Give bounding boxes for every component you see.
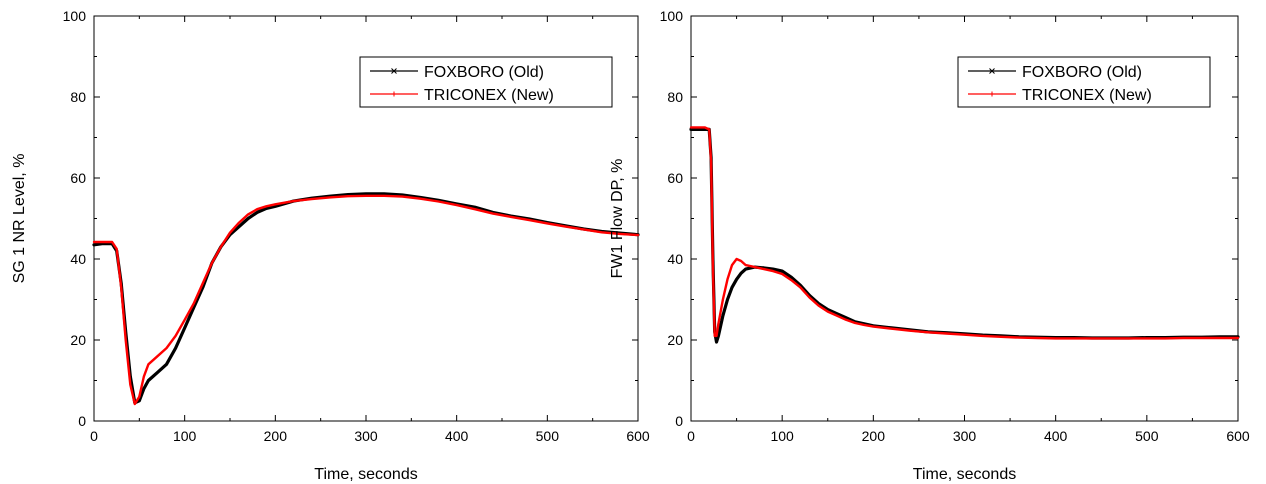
x-tick-label: 600 — [1226, 428, 1250, 444]
y-tick-label: 40 — [667, 251, 683, 267]
x-tick-label: 0 — [687, 428, 695, 444]
series-line-2 — [92, 194, 640, 406]
chart-2: 0 100 200 300 400 500 600 0 20 40 60 80 100 Time, sec… — [609, 8, 1250, 483]
legend: FOXBORO (Old) TRICONEX (New) — [359, 56, 613, 108]
legend-marker-1 — [391, 68, 397, 74]
series-line-1 — [689, 127, 1240, 344]
y-tick-label: 80 — [667, 89, 683, 105]
y-tick-label: 60 — [70, 170, 86, 186]
legend-marker-2 — [391, 91, 397, 97]
y-tick-label: 20 — [667, 332, 683, 348]
y-tick-label: 100 — [660, 8, 684, 24]
y-tick-label: 60 — [667, 170, 683, 186]
legend-box — [957, 56, 1211, 108]
series-line-2 — [689, 126, 1240, 340]
x-tick-label: 100 — [770, 428, 794, 444]
y-tick-label: 80 — [70, 89, 86, 105]
x-axis-label: Time, seconds — [913, 466, 1016, 483]
x-tick-label: 300 — [953, 428, 977, 444]
y-axis-label: SG 1 NR Level, % — [11, 154, 28, 284]
chart-1: 0 100 200 300 400 500 600 0 20 40 60 80 100 Time, sec… — [11, 8, 650, 483]
legend-label-1: FOXBORO (Old) — [1022, 64, 1142, 81]
legend-label-2: TRICONEX (New) — [424, 87, 554, 104]
legend-marker-2 — [989, 91, 995, 97]
legend: FOXBORO (Old) TRICONEX (New) — [957, 56, 1211, 108]
y-tick-label: 0 — [675, 413, 683, 429]
x-tick-label: 500 — [1135, 428, 1159, 444]
x-tick-label: 600 — [626, 428, 650, 444]
x-tick-label: 100 — [173, 428, 197, 444]
x-tick-label: 200 — [862, 428, 886, 444]
legend-label-2: TRICONEX (New) — [1022, 87, 1152, 104]
x-tick-label: 500 — [536, 428, 560, 444]
x-tick-label: 400 — [445, 428, 469, 444]
legend-marker-1 — [989, 68, 995, 74]
y-axis-label: FW1 Flow DP, % — [609, 159, 626, 279]
y-tick-label: 100 — [63, 8, 87, 24]
x-tick-label: 300 — [354, 428, 378, 444]
x-tick-label: 0 — [90, 428, 98, 444]
legend-label-1: FOXBORO (Old) — [424, 64, 544, 81]
x-axis-label: Time, seconds — [314, 466, 417, 483]
x-tick-label: 400 — [1044, 428, 1068, 444]
legend-box — [359, 56, 613, 108]
y-tick-label: 20 — [70, 332, 86, 348]
x-tick-label: 200 — [264, 428, 288, 444]
y-tick-label: 40 — [70, 251, 86, 267]
y-tick-label: 0 — [78, 413, 86, 429]
